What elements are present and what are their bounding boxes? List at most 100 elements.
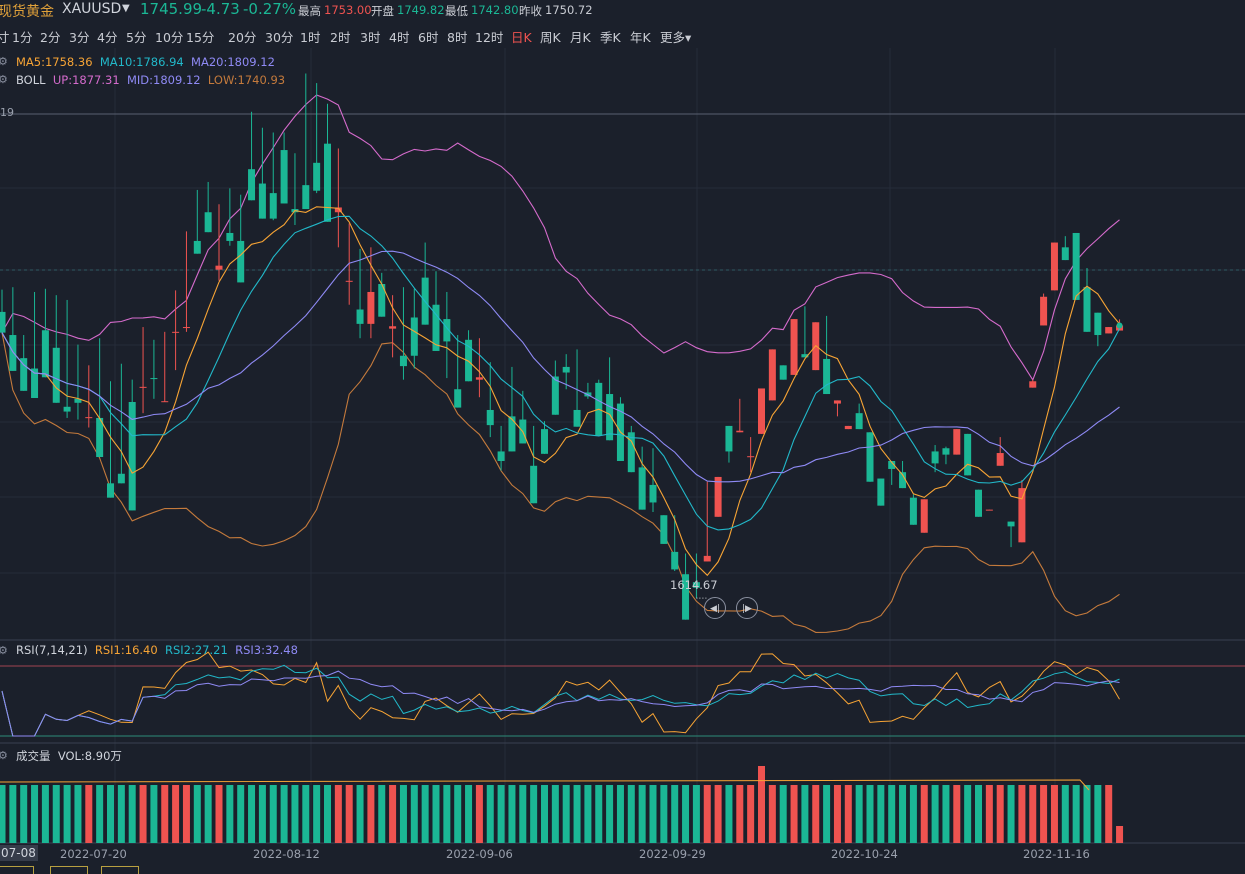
volume-bar xyxy=(562,785,570,843)
candle-body xyxy=(432,304,440,351)
rsi-legend: RSI(7,14,21) RSI1:16.40 RSI2:27.21 RSI3:… xyxy=(16,643,298,657)
price-change-pct: -0.27% xyxy=(243,0,297,18)
candle xyxy=(877,478,885,506)
candle xyxy=(953,429,961,455)
volume-bar xyxy=(530,785,538,843)
candle-body xyxy=(899,472,907,489)
timeframe-12[interactable]: 4时 xyxy=(389,30,410,45)
timeframe-15[interactable]: 12时 xyxy=(475,30,504,45)
timeframe-10[interactable]: 2时 xyxy=(330,30,351,45)
candle xyxy=(85,365,93,428)
volume-bar xyxy=(215,785,223,843)
candle xyxy=(844,425,852,430)
volume-bar xyxy=(671,785,679,843)
volume-bar xyxy=(790,785,798,843)
volume-bar xyxy=(324,785,331,843)
volume-bar xyxy=(985,785,993,843)
timeframe-4[interactable]: 5分 xyxy=(126,30,147,45)
volume-bar xyxy=(1072,785,1080,843)
volume-bar xyxy=(736,785,744,843)
volume-bar xyxy=(20,785,28,843)
timeframe-2[interactable]: 3分 xyxy=(69,30,90,45)
volume-bar xyxy=(182,785,190,843)
volume-bar xyxy=(410,785,418,843)
candle-body xyxy=(649,484,657,503)
timeframe-1[interactable]: 2分 xyxy=(40,30,61,45)
timeframe-11[interactable]: 3时 xyxy=(360,30,381,45)
candle xyxy=(519,390,527,444)
volume-bar xyxy=(74,785,82,843)
timeframe-9[interactable]: 1时 xyxy=(300,30,321,45)
timeframe-3[interactable]: 4分 xyxy=(97,30,118,45)
candle-body xyxy=(855,413,863,430)
candle xyxy=(1018,480,1026,543)
candle-body xyxy=(454,389,462,408)
gear-icon[interactable]: ⚙ xyxy=(0,73,8,86)
candle xyxy=(356,248,364,339)
timeframe-8[interactable]: 30分 xyxy=(265,30,294,45)
timeframe-20[interactable]: 年K xyxy=(630,30,651,45)
candle xyxy=(41,288,49,378)
candle xyxy=(508,366,516,452)
candle-body xyxy=(269,193,277,219)
volume-ma-line xyxy=(0,779,1090,791)
ma20-label: MA20:1809.12 xyxy=(191,55,275,69)
gear-icon[interactable]: ⚙ xyxy=(0,749,8,762)
timeframe-21[interactable]: 更多▾ xyxy=(660,30,692,45)
volume-bar xyxy=(150,785,158,843)
gear-icon[interactable]: ⚙ xyxy=(0,644,8,657)
gear-icon[interactable]: ⚙ xyxy=(0,55,8,68)
timeframe-6[interactable]: 15分 xyxy=(186,30,215,45)
ma10-label: MA10:1786.94 xyxy=(99,55,184,69)
candle xyxy=(389,295,397,358)
timeframe-13[interactable]: 6时 xyxy=(418,30,439,45)
scroll-left-button[interactable]: ◀| xyxy=(704,597,726,619)
volume-bar xyxy=(1105,785,1113,843)
timeframe-14[interactable]: 8时 xyxy=(447,30,468,45)
candle xyxy=(367,247,375,339)
timeframe-7[interactable]: 20分 xyxy=(228,30,257,45)
x-axis-label: 2022-09-29 xyxy=(639,847,706,861)
timeframe-17[interactable]: 周K xyxy=(540,30,561,45)
scroll-right-button[interactable]: |▶ xyxy=(736,597,758,619)
candle xyxy=(692,553,700,599)
timeframe-19[interactable]: 季K xyxy=(600,30,621,45)
bottom-tab[interactable] xyxy=(101,866,139,874)
low-value: 1742.80 xyxy=(471,3,519,17)
volume-bar xyxy=(128,785,136,843)
candle xyxy=(204,181,212,233)
candle-body xyxy=(443,319,451,342)
volume-bar xyxy=(334,785,342,843)
last-price: 1745.99 xyxy=(140,0,203,18)
candle-body xyxy=(801,354,809,358)
timeframe-18[interactable]: 月K xyxy=(570,30,591,45)
bottom-tab[interactable] xyxy=(0,866,34,874)
rsi1-line xyxy=(1,651,1120,737)
candle-body xyxy=(551,376,559,415)
symbol-selector[interactable]: XAUUSD xyxy=(62,1,122,17)
candle-body xyxy=(150,378,158,380)
candle xyxy=(703,481,711,562)
candle-body xyxy=(302,185,310,210)
candle xyxy=(1007,521,1015,548)
candle xyxy=(725,425,733,463)
candle xyxy=(324,103,331,222)
volume-bar xyxy=(551,785,559,843)
timeframe-5[interactable]: 10分 xyxy=(155,30,184,45)
chevron-down-icon[interactable]: ▼ xyxy=(122,3,130,14)
volume-bar xyxy=(953,785,961,843)
candle-body xyxy=(985,509,993,511)
volume-bar xyxy=(193,785,201,843)
timeframe-0[interactable]: 1分 xyxy=(12,30,33,45)
timeframe-16[interactable]: 日K xyxy=(511,30,532,45)
volume-bar xyxy=(855,785,863,843)
candle xyxy=(595,379,603,436)
candle xyxy=(920,499,928,533)
volume-bar xyxy=(486,785,494,843)
volume-bar xyxy=(107,785,114,843)
volume-bar xyxy=(888,785,896,843)
high-label: 最高 xyxy=(298,4,321,18)
candle-body xyxy=(747,456,755,458)
bottom-tab[interactable] xyxy=(50,866,88,874)
